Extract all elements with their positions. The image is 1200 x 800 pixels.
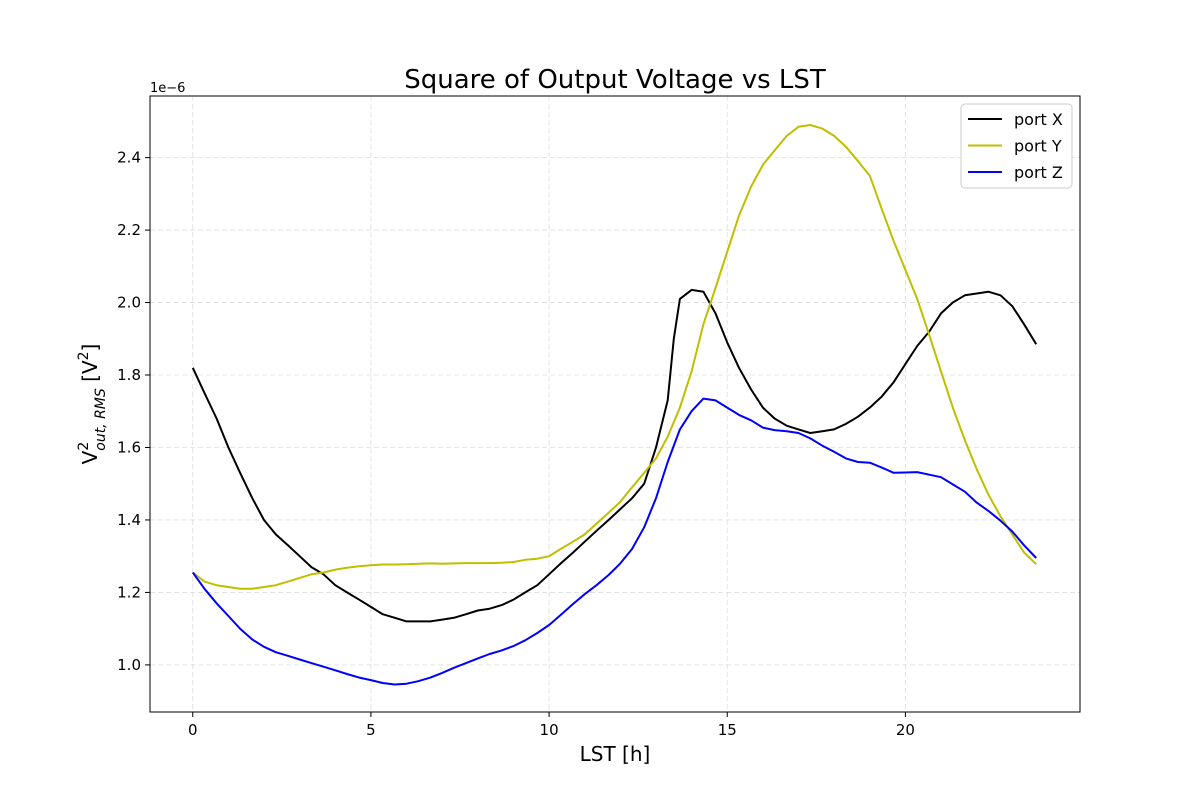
x-axis: 0 5 10 15 20 — [188, 712, 915, 739]
y-tick-label: 2.4 — [117, 149, 141, 167]
series-layer — [191, 124, 1038, 686]
x-tick-label: 20 — [896, 721, 915, 739]
y-tick-label: 1.2 — [117, 583, 141, 601]
x-axis-label: LST [h] — [580, 742, 651, 766]
y-label-sup: 2 — [76, 442, 92, 451]
x-tick-label: 10 — [540, 721, 559, 739]
y-label-unit: [V — [78, 360, 102, 388]
y-axis-label: V2out, RMS [V2] — [76, 344, 109, 465]
y-label-sub: out, RMS — [93, 388, 109, 451]
chart-title: Square of Output Voltage vs LST — [404, 65, 826, 95]
series-line-port-x — [191, 288, 1038, 623]
legend-label: port Z — [1014, 163, 1063, 182]
x-tick-label: 0 — [188, 721, 198, 739]
grid — [150, 96, 1080, 712]
x-tick-label: 5 — [366, 721, 376, 739]
y-offset-label: 1e−6 — [150, 81, 185, 96]
y-label-unit-sup: 2 — [76, 351, 92, 360]
y-label-unit-close: ] — [78, 344, 102, 352]
y-label-base: V — [78, 450, 102, 464]
y-tick-label: 1.6 — [117, 438, 141, 456]
plot-frame — [149, 95, 1081, 713]
y-tick-label: 1.4 — [117, 511, 141, 529]
legend-label: port Y — [1014, 137, 1062, 156]
y-tick-label: 1.0 — [117, 656, 141, 674]
legend-box — [960, 103, 1073, 189]
legend-label: port X — [1014, 110, 1063, 129]
y-axis: 1.0 1.2 1.4 1.6 1.8 2.0 2.2 2.4 — [117, 149, 150, 674]
series-line-port-y — [192, 124, 1037, 590]
legend: port X port Y port Z — [960, 103, 1073, 189]
y-tick-label: 2.2 — [117, 221, 141, 239]
series-line-port-z — [191, 397, 1037, 686]
y-tick-label: 2.0 — [117, 294, 141, 312]
x-tick-label: 15 — [718, 721, 737, 739]
y-tick-label: 1.8 — [117, 366, 141, 384]
